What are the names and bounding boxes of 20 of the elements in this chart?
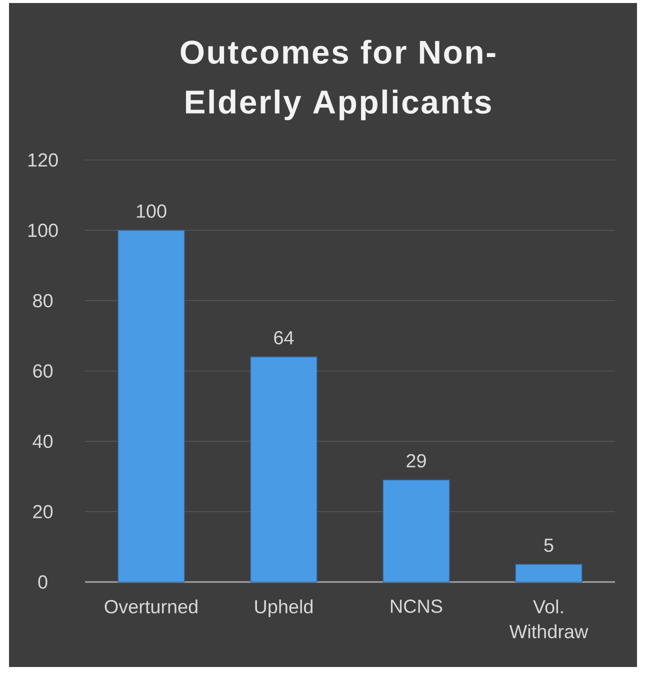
x-tick-label: Upheld bbox=[255, 600, 312, 618]
y-tick-label: 40 bbox=[32, 434, 53, 448]
y-tick-label: 0 bbox=[38, 575, 48, 589]
bar bbox=[118, 230, 185, 582]
data-label: 64 bbox=[274, 331, 294, 344]
y-tick-label: 120 bbox=[28, 153, 58, 167]
x-tick-label: NCNS bbox=[390, 600, 442, 613]
bar bbox=[515, 564, 582, 582]
y-tick-label: 80 bbox=[33, 294, 53, 308]
data-label: 29 bbox=[406, 454, 426, 468]
bar bbox=[382, 480, 450, 582]
chart-title: Outcomes for Non-Elderly Applicants bbox=[180, 40, 496, 120]
data-label: 100 bbox=[136, 204, 166, 218]
y-tick-label: 100 bbox=[28, 224, 58, 238]
data-label: 5 bbox=[544, 538, 554, 552]
bar bbox=[250, 356, 318, 582]
y-tick-label: 20 bbox=[33, 504, 53, 518]
x-tick-label: Vol. Withdraw bbox=[509, 600, 588, 638]
y-tick-label: 60 bbox=[33, 364, 53, 378]
x-tick-label: Overturned bbox=[104, 600, 198, 614]
